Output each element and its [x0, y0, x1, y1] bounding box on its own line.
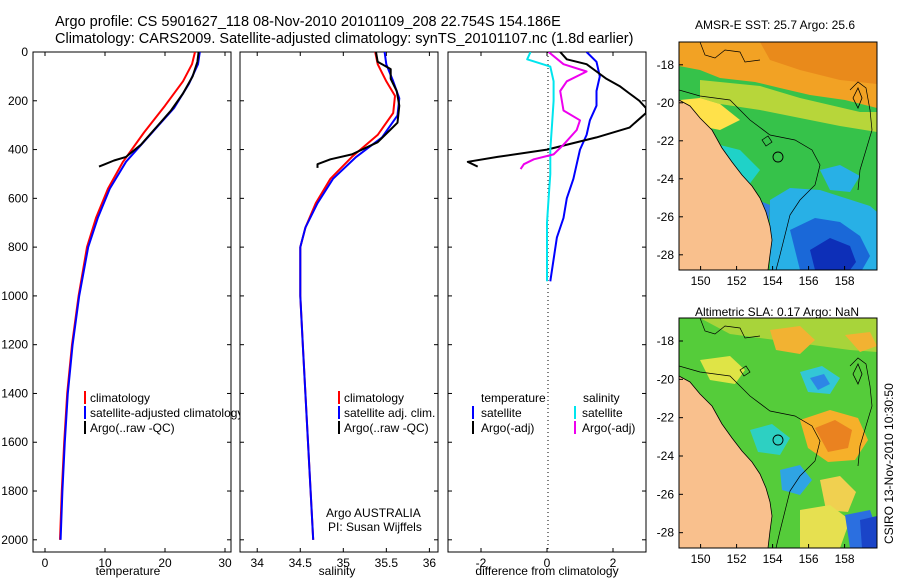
legend-sal-title: salinity — [583, 391, 620, 405]
map-lon-label: 152 — [727, 552, 747, 566]
legend-sat-label: satellite-adjusted climatology — [90, 406, 243, 420]
salinity-legend: climatology satellite adj. clim. Argo(..… — [338, 391, 435, 435]
sla-map — [679, 318, 877, 548]
sla-map-title: Altimetric SLA: 0.17 Argo: NaN — [695, 305, 859, 319]
map-lon-label: 156 — [799, 274, 819, 288]
map-lon-label: 154 — [763, 552, 783, 566]
series-line-argo_sal — [519, 52, 588, 170]
legend-sat-label: satellite adj. clim. — [344, 406, 435, 420]
map-lon-label: 156 — [799, 552, 819, 566]
x-tick-label: 0 — [544, 556, 551, 570]
legend-temp-title: temperature — [481, 391, 546, 405]
x-tick-label: 36 — [423, 556, 437, 570]
x-tick-label: 34 — [251, 556, 265, 570]
salinity-xlabel: salinity — [319, 564, 356, 578]
x-tick-label: 35.5 — [375, 556, 399, 570]
x-tick-label: 0 — [42, 556, 49, 570]
map-lat-label: -22 — [657, 411, 675, 425]
temperature-panel: 0 10 20 30 0 200 400 600 800 1000 1200 1400 1600 1800… — [1, 45, 243, 578]
difference-panel: -2 0 2 difference from climatology tempera… — [447, 51, 647, 578]
sst-map-frame — [678, 41, 878, 271]
difference-axes-box — [447, 51, 647, 553]
map-lat-label: -20 — [657, 372, 675, 386]
x-tick-label: 30 — [218, 556, 232, 570]
map-lat-label: -26 — [657, 210, 675, 224]
series-line-argo — [466, 52, 646, 168]
x-tick-label: 35 — [337, 556, 351, 570]
difference-legend: temperature salinity satellite Argo(-adj… — [472, 391, 635, 435]
legend-sal-argo-label: Argo(-adj) — [582, 421, 635, 435]
legend-sal-sat-label: satellite — [582, 406, 623, 420]
y-tick-label: 600 — [8, 191, 28, 205]
legend-temp-argo-label: Argo(-adj) — [481, 421, 534, 435]
map-lon-label: 158 — [835, 552, 855, 566]
argo-position-marker — [772, 434, 784, 446]
x-tick-label: -2 — [476, 556, 487, 570]
temperature-legend: climatology satellite-adjusted climatolo… — [84, 391, 243, 435]
legend-clim-label: climatology — [90, 391, 150, 405]
map-lat-label: -18 — [657, 58, 675, 72]
x-tick-label: 20 — [158, 556, 172, 570]
y-tick-label: 400 — [8, 143, 28, 157]
map-lat-label: -22 — [657, 134, 675, 148]
map-lat-label: -20 — [657, 96, 675, 110]
header-line-2: Climatology: CARS2009. Satellite-adjuste… — [55, 31, 633, 47]
map-lat-label: -28 — [657, 526, 675, 540]
y-tick-label: 800 — [8, 240, 28, 254]
y-tick-label: 200 — [8, 94, 28, 108]
argo-position-marker — [772, 151, 784, 163]
sst-map-title: AMSR-E SST: 25.7 Argo: 25.6 — [695, 18, 855, 32]
temperature-xlabel: temperature — [96, 564, 161, 578]
series-line-sat — [549, 52, 601, 282]
sst-map — [679, 42, 877, 270]
series-line-argo — [316, 52, 401, 168]
x-tick-label: 2 — [610, 556, 617, 570]
x-tick-label: 34.5 — [289, 556, 313, 570]
map-lon-label: 150 — [691, 274, 711, 288]
map-lat-label: -26 — [657, 487, 675, 501]
map-lat-label: -18 — [657, 334, 675, 348]
y-tick-label: 2000 — [1, 533, 28, 547]
map-lon-label: 152 — [727, 274, 747, 288]
y-tick-label: 1600 — [1, 435, 28, 449]
series-line-argo — [98, 52, 200, 168]
csiro-timestamp: CSIRO 13-Nov-2010 10:30:50 — [882, 383, 896, 544]
map-lat-label: -24 — [657, 172, 675, 186]
header-line-1: Argo profile: CS 5901627_118 08-Nov-2010… — [55, 14, 561, 30]
y-tick-label: 1200 — [1, 338, 28, 352]
pi-note: PI: Susan Wijffels — [328, 520, 422, 534]
y-tick-label: 0 — [21, 45, 28, 59]
y-tick-label: 1400 — [1, 386, 28, 400]
legend-temp-sat-label: satellite — [481, 406, 522, 420]
series-line-sat_sal — [526, 52, 555, 282]
sla-map-frame — [678, 317, 878, 549]
map-lon-label: 150 — [691, 552, 711, 566]
map-lat-label: -24 — [657, 449, 675, 463]
x-tick-label: 10 — [98, 556, 112, 570]
map-lat-label: -28 — [657, 248, 675, 262]
difference-xlabel: difference from climatology — [475, 564, 618, 578]
y-tick-label: 1000 — [1, 289, 28, 303]
map-lon-label: 158 — [835, 274, 855, 288]
salinity-axes-box — [239, 51, 439, 553]
y-tick-label: 1800 — [1, 484, 28, 498]
argo-country-note: Argo AUSTRALIA — [326, 506, 421, 520]
legend-clim-label: climatology — [344, 391, 404, 405]
legend-argo-label: Argo(..raw -QC) — [90, 421, 175, 435]
map-lon-label: 154 — [763, 274, 783, 288]
temperature-axes-box — [32, 51, 232, 553]
legend-argo-label: Argo(..raw -QC) — [344, 421, 429, 435]
salinity-panel: 34 34.5 35 35.5 36 salinity climatology sate… — [239, 51, 439, 578]
